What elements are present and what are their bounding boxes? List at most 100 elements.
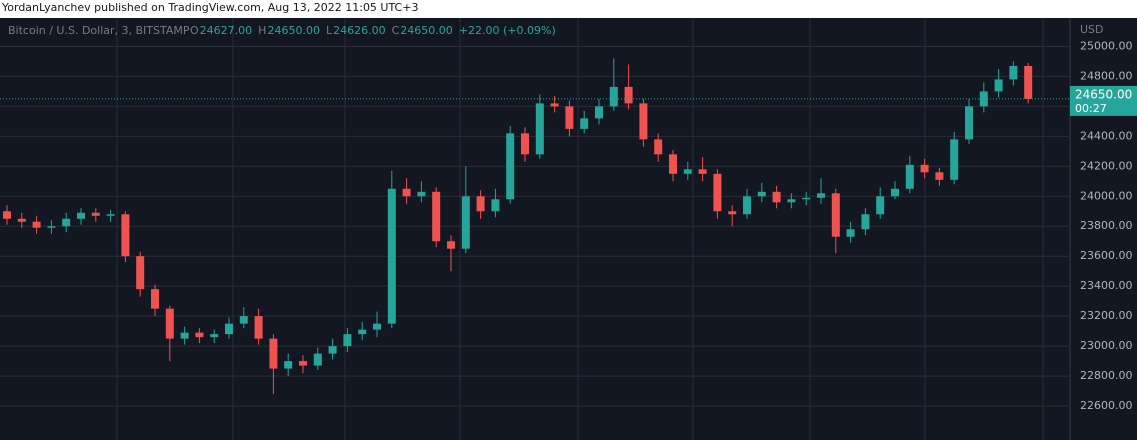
legend-o-label: O	[190, 24, 199, 37]
candle-body	[91, 212, 100, 216]
y-tick-label: 22800.00	[1080, 369, 1133, 382]
candle-body	[831, 193, 840, 237]
candle-body	[121, 214, 130, 257]
candle-body	[891, 188, 899, 197]
candle-body	[905, 164, 914, 189]
candle-body	[358, 329, 367, 335]
legend-c-label: C	[392, 24, 400, 37]
candle-body	[225, 323, 233, 335]
candle-body	[698, 169, 707, 174]
currency: USD	[1080, 23, 1104, 36]
header-bar	[0, 0, 1137, 18]
candle-body	[683, 169, 692, 174]
candle-body	[476, 196, 485, 212]
candle-body	[151, 289, 159, 309]
legend-o: 24627.00	[200, 24, 253, 37]
candle-body	[47, 226, 56, 228]
legend-h: 24650.00	[267, 24, 320, 37]
candle-body	[387, 188, 396, 324]
candle-body	[713, 173, 722, 212]
legend-l-label: L	[326, 24, 333, 37]
y-tick-label: 24400.00	[1080, 129, 1133, 142]
candle-body	[461, 196, 470, 249]
y-tick-label: 22600.00	[1080, 399, 1133, 412]
candle-body	[343, 334, 352, 347]
y-tick-label: 23000.00	[1080, 339, 1133, 352]
candle-body	[920, 164, 929, 173]
candle-body	[979, 91, 988, 107]
candle-body	[3, 211, 11, 219]
candle-body	[624, 86, 633, 104]
candle-body	[491, 199, 500, 212]
legend-h-label: H	[258, 24, 266, 37]
y-tick-label: 23600.00	[1080, 249, 1133, 262]
candle-body	[994, 79, 1003, 92]
symbol: Bitcoin / U.S. Dollar, 3, BITSTAMP	[8, 24, 190, 37]
candle-body	[1024, 65, 1033, 99]
candle-body	[106, 214, 115, 216]
y-tick-label: 23200.00	[1080, 309, 1133, 322]
candle-body	[77, 212, 85, 219]
chart-background	[0, 18, 1137, 440]
candle-body	[580, 118, 589, 129]
candle-body	[550, 103, 559, 107]
candle-body	[313, 353, 322, 366]
candle-body	[772, 191, 781, 203]
candle-body	[254, 316, 263, 339]
candle-body	[17, 218, 26, 222]
header-text: YordanLyanchev published on TradingView.…	[1, 1, 418, 14]
y-tick-label: 24800.00	[1080, 69, 1133, 82]
candle-body	[432, 191, 441, 242]
candle-body	[506, 133, 515, 200]
candle-body	[565, 106, 574, 129]
candle-body	[817, 193, 825, 198]
candle-body	[965, 106, 973, 140]
candle-body	[402, 188, 411, 197]
candle-body	[180, 332, 189, 339]
candle-body	[165, 308, 174, 339]
time-grid	[116, 18, 1044, 440]
candle-body	[787, 199, 796, 203]
candle-body	[846, 229, 855, 237]
candle-body	[728, 211, 737, 215]
price-label-box	[1070, 85, 1137, 116]
candle-body	[373, 323, 381, 330]
legend-l: 24626.00	[333, 24, 386, 37]
candle-body	[743, 196, 751, 215]
y-tick-label: 24000.00	[1080, 189, 1133, 202]
candle-body	[239, 316, 248, 324]
y-tick-label: 25000.00	[1080, 39, 1133, 52]
legend-change: +22.00 (+0.09%)	[459, 24, 556, 37]
candle-body	[639, 103, 648, 140]
y-tick-label: 23800.00	[1080, 219, 1133, 232]
candle-body	[210, 334, 219, 338]
candle-body	[32, 221, 41, 228]
legend-c: 24650.00	[400, 24, 453, 37]
candle-body	[299, 361, 307, 366]
candle-body	[609, 86, 618, 107]
candle-body	[269, 338, 278, 369]
candle-body	[595, 106, 603, 119]
candle-body	[757, 191, 766, 197]
last-price-label: 24650.00	[1075, 87, 1132, 101]
candle-body	[447, 241, 455, 249]
candle-body	[62, 218, 71, 227]
y-tick-label: 23400.00	[1080, 279, 1133, 292]
candle-body	[521, 133, 529, 155]
candle-body	[136, 256, 145, 290]
candle-body	[802, 197, 811, 200]
countdown: 00:27	[1075, 102, 1107, 115]
candle-body	[1009, 65, 1018, 80]
candle-body	[535, 103, 544, 155]
candle-body	[328, 346, 337, 354]
candle-body	[654, 139, 663, 155]
candle-body	[669, 154, 677, 174]
candle-body	[861, 214, 870, 230]
candle-body	[950, 139, 959, 180]
y-tick-label: 24200.00	[1080, 159, 1133, 172]
candle-body	[417, 191, 426, 197]
candle-body	[195, 332, 204, 338]
candle-body	[284, 361, 293, 369]
candle-body	[876, 196, 885, 215]
